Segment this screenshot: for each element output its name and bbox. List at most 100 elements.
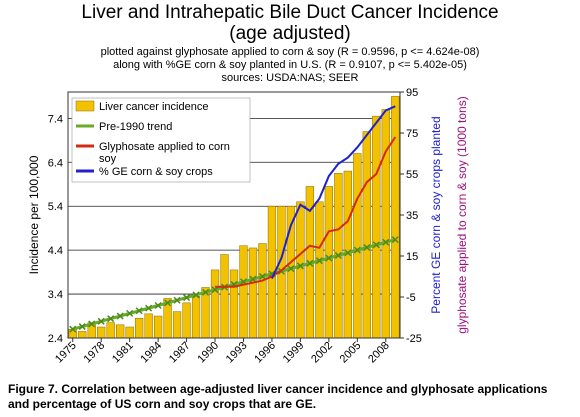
y-tick-label: 2.4 xyxy=(48,333,63,345)
bar-liver-incidence xyxy=(78,331,87,339)
trend-marker xyxy=(173,296,181,304)
trend-marker xyxy=(154,301,162,310)
chart-title: Liver and Intrahepatic Bile Duct Cancer … xyxy=(81,2,499,23)
y-tick-label: 3.4 xyxy=(48,289,63,301)
trend-marker xyxy=(202,288,210,296)
trend-marker xyxy=(69,325,77,333)
y-tick-label: 5.4 xyxy=(48,201,63,213)
x-tick-label: 1978 xyxy=(82,340,108,366)
x-tick-label: 1999 xyxy=(281,340,307,366)
bar-liver-incidence xyxy=(391,96,400,339)
bar-liver-incidence xyxy=(324,186,333,339)
x-tick-label: 1987 xyxy=(167,340,193,366)
legend-box xyxy=(71,97,251,183)
y2-tick-label: 55 xyxy=(406,169,418,181)
legend-label: % GE corn & soy crops xyxy=(99,166,213,178)
caption-line-1: Figure 7. Correlation between age-adjust… xyxy=(8,382,548,396)
trend-marker xyxy=(363,243,371,252)
trend-marker xyxy=(145,304,153,312)
trend-marker xyxy=(296,262,304,270)
bar-liver-incidence xyxy=(258,243,267,339)
bar-liver-incidence xyxy=(353,153,362,339)
bar-liver-incidence xyxy=(116,324,125,339)
chart-title-line2: (age adjusted) xyxy=(229,23,351,44)
trend-marker xyxy=(249,275,257,283)
legend-label: Glyphosate applied to corn xyxy=(99,141,230,153)
bar-liver-incidence xyxy=(239,245,248,339)
trend-marker xyxy=(258,272,266,281)
trend-marker xyxy=(306,259,314,267)
bar-liver-incidence xyxy=(248,247,258,339)
y2-tick-label: 95 xyxy=(406,87,418,99)
trend-marker xyxy=(107,315,115,323)
legend-swatch-bar xyxy=(75,100,95,112)
y2-axis-label-ge: Percent GE corn & soy crops planted xyxy=(429,116,443,313)
bar-liver-incidence xyxy=(315,201,324,339)
chart-subtitle-3: sources: USDA:NAS; SEER xyxy=(221,72,359,84)
legend-label: Liver cancer incidence xyxy=(99,101,208,113)
trend-marker xyxy=(164,299,172,307)
bar-liver-incidence xyxy=(182,302,191,339)
legend-label: Pre-1990 trend xyxy=(99,121,172,133)
trend-marker xyxy=(116,312,124,320)
y-tick-label: 6.4 xyxy=(48,157,63,169)
trend-marker xyxy=(183,294,191,302)
trend-marker xyxy=(372,241,380,249)
figure-caption: Figure 7. Correlation between age-adjust… xyxy=(8,382,576,412)
trend-marker xyxy=(344,249,352,257)
y-tick-label: 4.4 xyxy=(48,245,63,257)
bar-liver-incidence xyxy=(296,201,305,339)
y2-tick-label: 75 xyxy=(406,128,418,140)
x-tick-label: 2002 xyxy=(309,340,335,366)
line-ge-crops xyxy=(271,105,396,279)
y2-axis-label-glyphosate: glyphosate applied to corn & soy (1000 t… xyxy=(455,96,469,333)
trend-marker xyxy=(315,257,323,265)
trend-marker xyxy=(97,317,105,325)
bar-liver-incidence xyxy=(381,109,390,339)
bar-liver-incidence xyxy=(144,313,153,339)
trend-marker xyxy=(382,238,390,246)
trend-marker xyxy=(325,254,333,262)
trend-marker xyxy=(135,307,143,315)
trend-marker xyxy=(391,236,399,244)
trend-marker xyxy=(126,309,134,317)
chart-subtitle-1: plotted against glyphosate applied to co… xyxy=(100,46,480,58)
x-tick-label: 1996 xyxy=(252,340,278,366)
x-tick-label: 2005 xyxy=(338,340,364,366)
x-tick-label: 1990 xyxy=(195,340,221,366)
bar-liver-incidence xyxy=(362,131,371,339)
x-tick-label: 1981 xyxy=(110,340,136,366)
chart-subtitle-2: along with %GE corn & soy planted in U.S… xyxy=(113,59,467,71)
bar-liver-incidence xyxy=(125,326,134,339)
trend-marker xyxy=(78,323,86,331)
y-tick-label: 7.4 xyxy=(48,113,63,125)
caption-line-2: and percentage of US corn and soy crops … xyxy=(8,397,317,411)
x-tick-label: 1993 xyxy=(224,340,250,366)
y2-tick-label: -25 xyxy=(406,333,422,345)
legend-label-line2: soy xyxy=(99,153,117,165)
y2-tick-label: 35 xyxy=(406,210,418,222)
x-tick-label: 2008 xyxy=(366,340,392,366)
bar-liver-incidence xyxy=(191,296,201,339)
bar-liver-incidence xyxy=(68,328,77,339)
bar-liver-incidence xyxy=(229,269,239,339)
bar-liver-incidence xyxy=(210,269,220,339)
bar-liver-incidence xyxy=(135,317,144,339)
trend-marker xyxy=(287,265,295,273)
bar-liver-incidence xyxy=(106,322,115,339)
x-tick-label: 1984 xyxy=(138,340,164,366)
line-glyphosate xyxy=(215,136,397,288)
bar-liver-incidence xyxy=(220,254,229,339)
y2-tick-label: -5 xyxy=(406,292,416,304)
bar-liver-incidence xyxy=(172,311,182,339)
trend-marker xyxy=(88,320,96,328)
y-axis-label: Incidence per 100,000 xyxy=(27,155,41,274)
bar-liver-incidence xyxy=(372,115,381,339)
bar-liver-incidence xyxy=(97,326,106,339)
trend-marker xyxy=(334,251,342,259)
trend-marker xyxy=(353,246,361,254)
y2-tick-label: 15 xyxy=(406,251,418,263)
bar-liver-incidence xyxy=(153,315,163,339)
trend-marker xyxy=(192,291,200,299)
